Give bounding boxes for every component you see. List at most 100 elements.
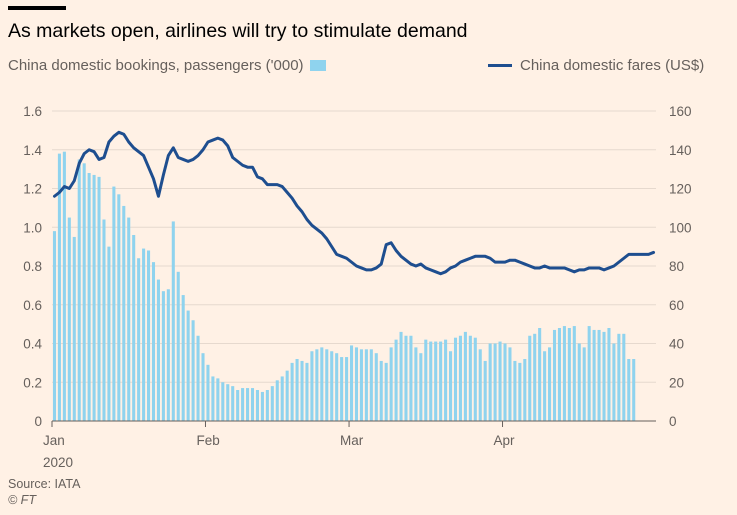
bookings-bar [77, 159, 81, 421]
bookings-bar [72, 236, 76, 421]
right-tick-label: 80 [669, 259, 684, 274]
bookings-bar [166, 289, 170, 421]
bookings-bar [582, 347, 586, 422]
bookings-bar [137, 258, 141, 421]
bookings-bar [171, 221, 175, 421]
bookings-bar [468, 335, 472, 421]
bookings-bar [587, 326, 591, 421]
legend-fares-label: China domestic fares (US$) [520, 57, 705, 74]
bookings-bar [478, 349, 482, 421]
bookings-bar [142, 248, 146, 421]
bookings-bar [543, 351, 547, 421]
bookings-bar [498, 341, 502, 421]
bookings-bar [577, 343, 581, 421]
bookings-bar [518, 362, 522, 422]
bookings-bar [404, 335, 408, 421]
right-tick-label: 20 [669, 375, 684, 390]
bookings-bar [434, 341, 438, 421]
bookings-bar [280, 376, 284, 421]
ft-top-bar [8, 6, 66, 10]
bookings-bar [607, 328, 611, 421]
bookings-bar [458, 335, 462, 421]
bookings-bar [592, 329, 596, 421]
bookings-bar [572, 326, 576, 421]
bookings-bar [206, 364, 210, 421]
bookings-bar [112, 186, 116, 421]
bookings-bar [270, 386, 274, 422]
bookings-bar [379, 360, 383, 421]
right-tick-label: 100 [669, 220, 692, 235]
left-tick-label: 0 [34, 414, 42, 429]
bookings-bar [493, 343, 497, 421]
right-tick-label: 0 [669, 414, 677, 429]
bookings-bar [265, 390, 269, 421]
bookings-bar [191, 320, 195, 421]
bookings-bar [186, 310, 190, 421]
bookings-bar [181, 295, 185, 421]
bookings-bar [147, 250, 151, 421]
bookings-bar [632, 359, 636, 421]
legend-bookings: China domestic bookings, passengers ('00… [8, 57, 326, 74]
bookings-bar [305, 362, 309, 422]
bookings-bar [419, 353, 423, 421]
bookings-bar [483, 360, 487, 421]
bookings-bar [354, 347, 359, 422]
bookings-bar [548, 347, 552, 422]
legend-fares-swatch [488, 64, 512, 67]
bookings-bar [221, 382, 225, 421]
bookings-bar [369, 349, 373, 421]
bookings-bar [552, 329, 557, 421]
x-tick-label: Feb [196, 433, 219, 448]
bookings-bar [196, 335, 200, 421]
bookings-bar [325, 349, 329, 421]
bookings-bar [384, 362, 388, 422]
bookings-bar [453, 337, 458, 421]
right-tick-label: 160 [669, 104, 692, 119]
bookings-bar [216, 378, 220, 422]
legend-fares: China domestic fares (US$) [488, 57, 704, 74]
x-tick-label: Jan [43, 433, 65, 448]
bookings-bar [449, 351, 453, 421]
bookings-bar [562, 326, 566, 421]
bookings-bar [335, 353, 339, 421]
source-note: Source: IATA [8, 477, 81, 491]
left-tick-label: 1.0 [23, 220, 42, 235]
bookings-bar [424, 339, 428, 422]
bookings-bar [231, 386, 235, 422]
left-tick-label: 0.6 [23, 298, 42, 313]
bookings-bar [374, 353, 378, 421]
bookings-bar [82, 163, 86, 421]
x-tick-label: Mar [340, 433, 364, 448]
bookings-bar [399, 331, 403, 422]
bookings-bar [409, 335, 413, 421]
right-tick-label: 120 [669, 182, 692, 197]
bookings-bar [429, 341, 433, 421]
bookings-bar [176, 271, 180, 421]
bookings-bar [597, 329, 601, 421]
bookings-bar [226, 384, 230, 421]
bookings-bar [473, 337, 477, 421]
bookings-bar [513, 360, 517, 421]
bookings-bar [62, 151, 66, 421]
bookings-bar [444, 339, 448, 422]
bookings-bar [295, 359, 299, 421]
bookings-bar [557, 328, 561, 421]
bookings-bar [389, 347, 393, 422]
x-tick-label: Apr [494, 433, 516, 448]
bookings-bar [394, 339, 398, 422]
right-tick-label: 60 [669, 298, 684, 313]
bookings-bar [290, 362, 294, 422]
bookings-bar [533, 333, 537, 421]
bookings-bar [359, 349, 363, 421]
bookings-bar [503, 343, 507, 421]
bookings-bar [315, 349, 319, 421]
right-tick-label: 40 [669, 337, 684, 352]
bookings-bar [439, 341, 443, 421]
bookings-bar [340, 357, 344, 421]
bookings-bar [87, 173, 91, 421]
bookings-bar [617, 333, 621, 421]
right-tick-label: 140 [669, 143, 692, 158]
bookings-bar [161, 291, 165, 421]
bookings-bar [57, 153, 61, 422]
x-year-label: 2020 [43, 455, 73, 470]
